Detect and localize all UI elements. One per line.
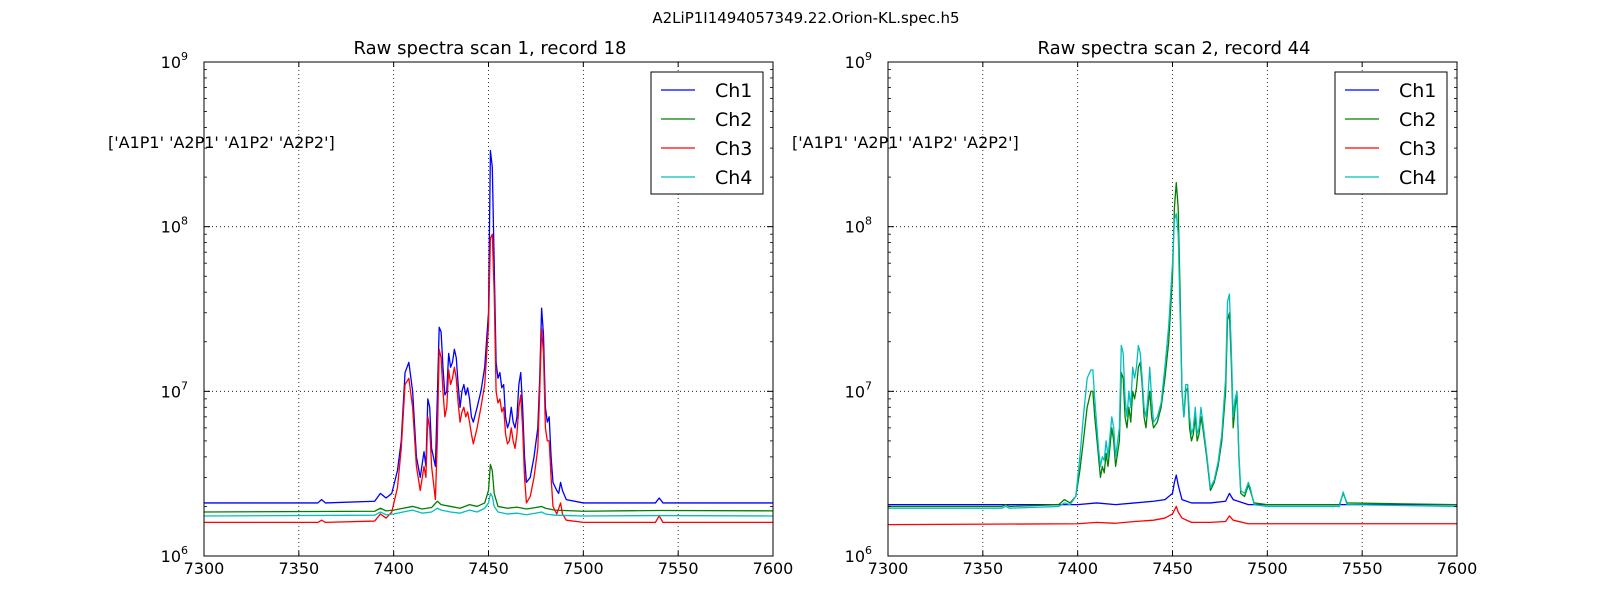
right-legend-label-ch2: Ch2 xyxy=(1399,109,1436,131)
right-ytick-label: 107 xyxy=(845,379,872,401)
right-panel-annotation: ['A1P1' 'A2P1' 'A1P2' 'A2P2'] xyxy=(792,133,1019,152)
left-spectrum-panel: Raw spectra scan 1, record 18 ['A1P1' 'A… xyxy=(108,38,793,578)
left-ytick-label: 109 xyxy=(161,50,188,72)
right-ytick-label: 108 xyxy=(845,215,872,237)
left-xtick-label: 7550 xyxy=(658,559,699,578)
left-series-ch3 xyxy=(204,233,773,524)
right-ytick-label: 106 xyxy=(845,544,872,566)
right-series-group xyxy=(888,182,1457,526)
left-xtick-label: 7600 xyxy=(753,559,794,578)
right-legend-label-ch4: Ch4 xyxy=(1399,167,1436,189)
left-panel-title: Raw spectra scan 1, record 18 xyxy=(353,38,626,59)
left-legend-label-ch1: Ch1 xyxy=(715,80,752,102)
right-series-ch3 xyxy=(888,505,1457,526)
right-legend-box xyxy=(1334,71,1448,195)
left-legend-label-ch3: Ch3 xyxy=(715,138,752,160)
left-legend-label-ch2: Ch2 xyxy=(715,109,752,131)
left-ytick-label: 107 xyxy=(161,379,188,401)
right-series-ch1 xyxy=(888,474,1457,506)
left-legend-box xyxy=(650,71,764,195)
right-xtick-label: 7600 xyxy=(1437,559,1478,578)
left-xtick-label: 7450 xyxy=(468,559,509,578)
right-panel-title: Raw spectra scan 2, record 44 xyxy=(1037,38,1310,59)
left-series-ch2 xyxy=(204,463,773,513)
right-series-ch2 xyxy=(888,182,1457,508)
right-xtick-label: 7300 xyxy=(868,559,909,578)
left-ytick-label: 106 xyxy=(161,544,188,566)
left-legend: Ch1 Ch2 Ch3 Ch4 xyxy=(650,71,764,195)
left-panel-annotation: ['A1P1' 'A2P1' 'A1P2' 'A2P2'] xyxy=(108,133,335,152)
right-xtick-label: 7450 xyxy=(1152,559,1193,578)
left-xtick-label: 7500 xyxy=(563,559,604,578)
left-xtick-label: 7350 xyxy=(278,559,319,578)
right-legend: Ch1 Ch2 Ch3 Ch4 xyxy=(1334,71,1448,195)
left-xtick-label: 7400 xyxy=(373,559,414,578)
right-ytick-label: 109 xyxy=(845,50,872,72)
left-xtick-label: 7300 xyxy=(184,559,225,578)
figure-suptitle: A2LiP1I1494057349.22.Orion-KL.spec.h5 xyxy=(652,9,959,27)
right-xtick-label: 7350 xyxy=(962,559,1003,578)
right-xtick-label: 7500 xyxy=(1247,559,1288,578)
left-ytick-label: 108 xyxy=(161,215,188,237)
left-series-group xyxy=(204,149,773,524)
right-xtick-label: 7550 xyxy=(1342,559,1383,578)
right-xtick-label: 7400 xyxy=(1057,559,1098,578)
right-legend-label-ch3: Ch3 xyxy=(1399,138,1436,160)
right-spectrum-panel: Raw spectra scan 2, record 44 ['A1P1' 'A… xyxy=(792,38,1477,578)
left-legend-label-ch4: Ch4 xyxy=(715,167,752,189)
right-series-ch4 xyxy=(888,212,1457,509)
right-legend-label-ch1: Ch1 xyxy=(1399,80,1436,102)
left-series-ch4 xyxy=(204,492,773,517)
